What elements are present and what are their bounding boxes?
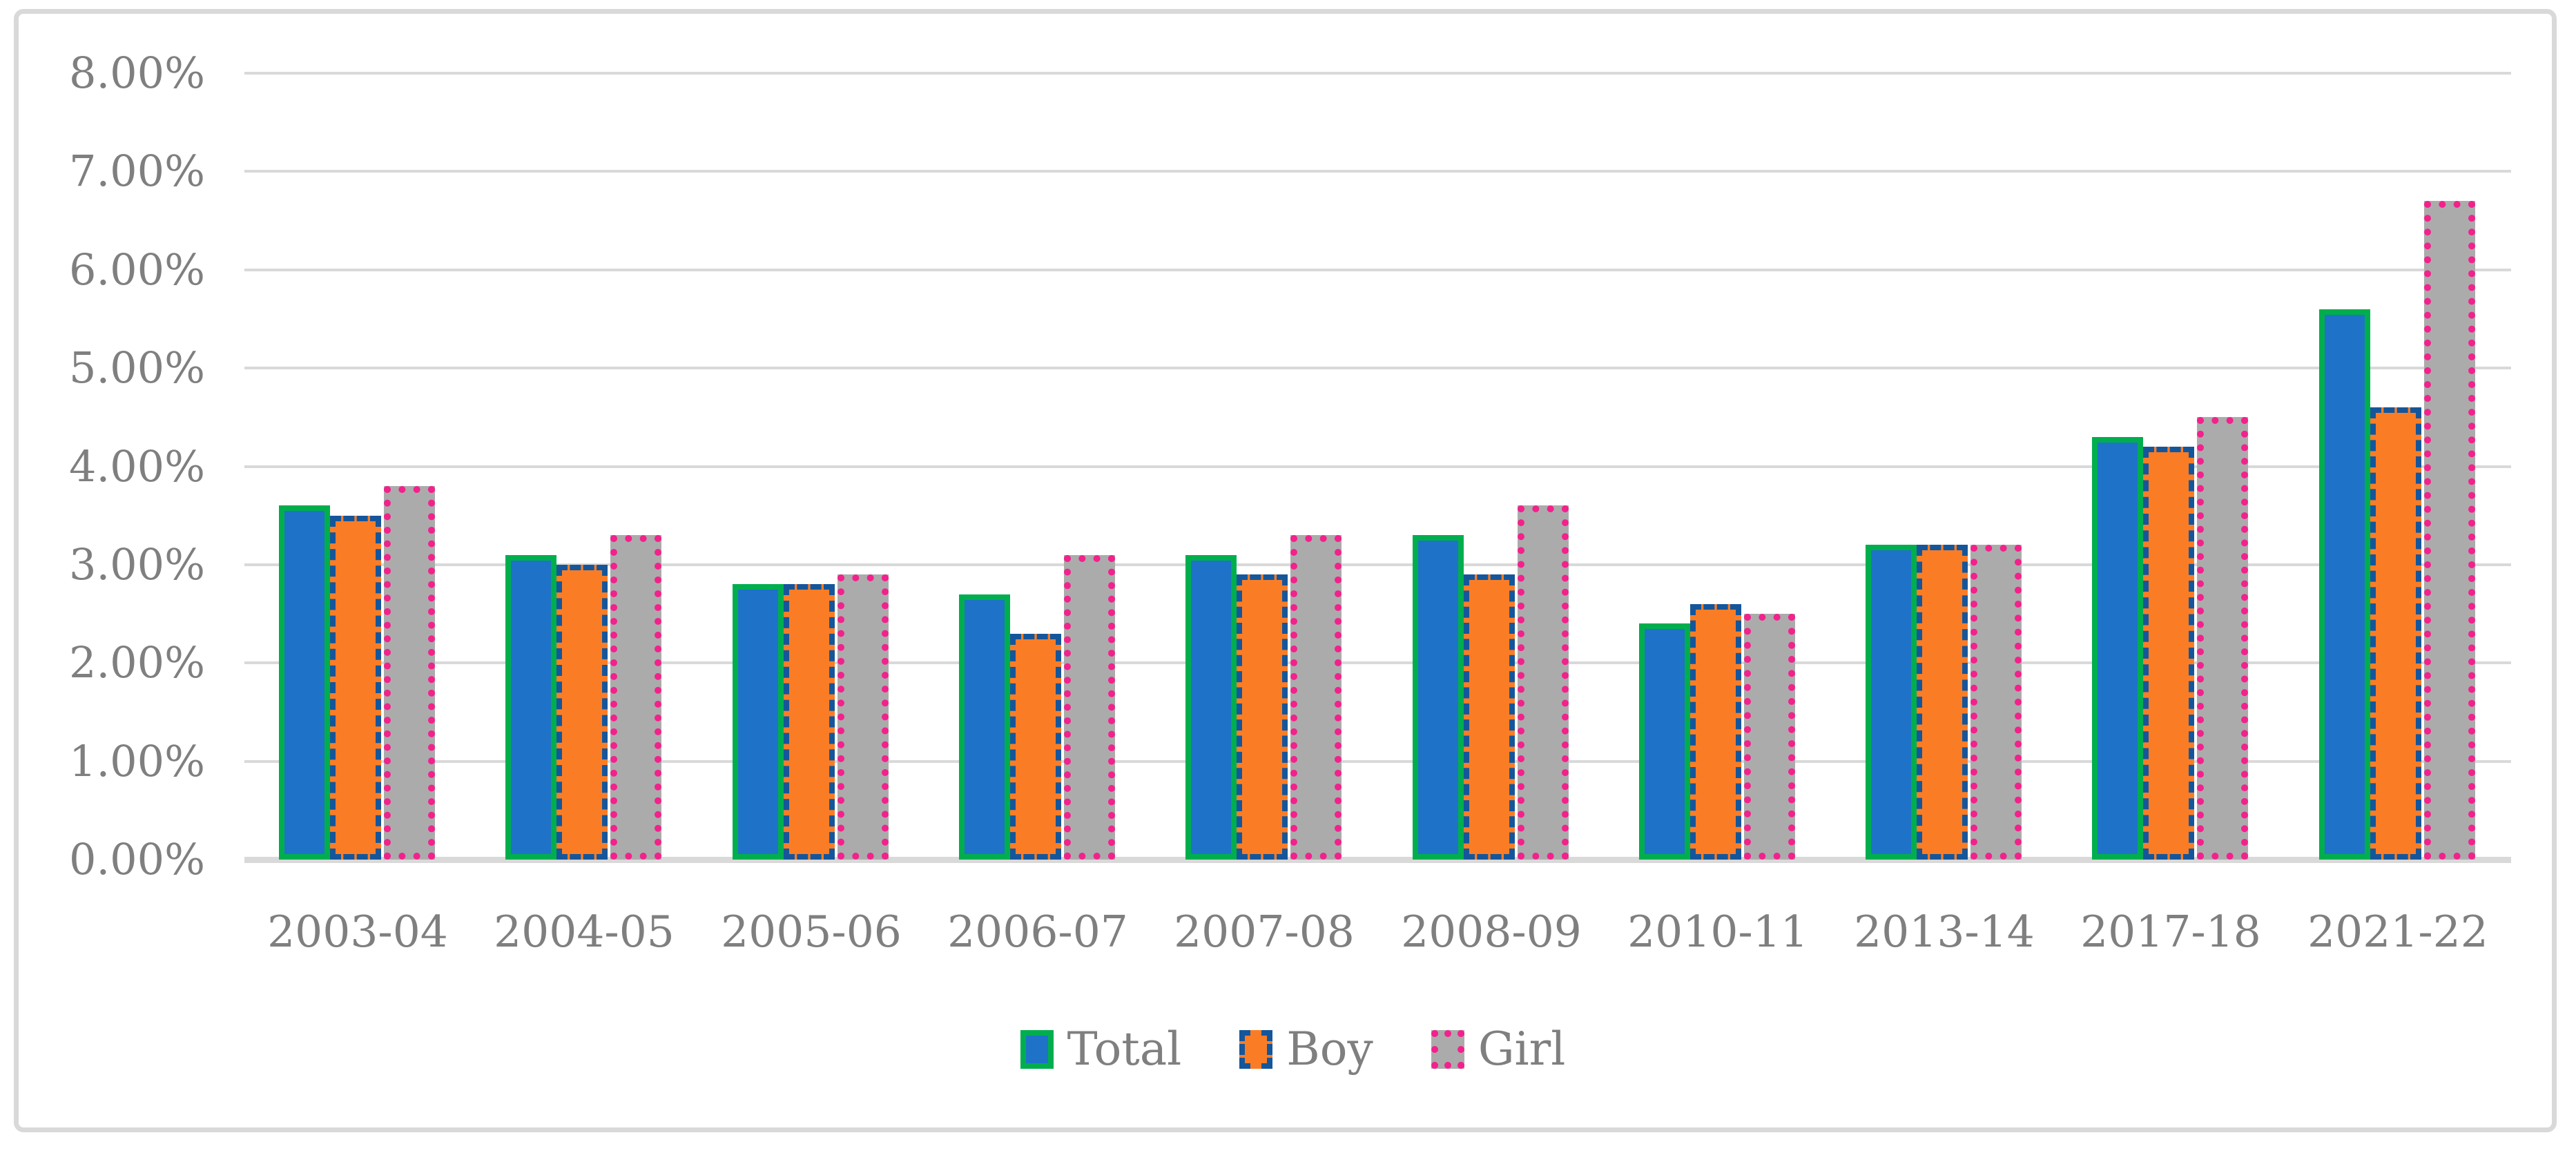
gridline [244, 465, 2511, 468]
legend-item-girl: Girl [1431, 1023, 1566, 1076]
bar-girl-2003-04 [384, 486, 435, 860]
bar-total-2017-18 [2092, 437, 2143, 860]
x-tick-label: 2004-05 [494, 907, 675, 957]
bar-girl-2008-09 [1518, 505, 1569, 860]
legend-swatch-total [1020, 1030, 1054, 1069]
x-tick-label: 2005-06 [721, 907, 902, 957]
y-tick-label: 7.00% [69, 146, 205, 196]
y-tick-label: 5.00% [69, 342, 205, 393]
bar-total-2004-05 [505, 555, 556, 860]
gridline [244, 72, 2511, 75]
legend-swatch-girl [1431, 1030, 1464, 1069]
bar-girl-2017-18 [2197, 417, 2248, 860]
x-tick-label: 2006-07 [947, 907, 1128, 957]
bar-boy-2006-07 [1010, 634, 1061, 860]
bar-total-2006-07 [959, 594, 1010, 860]
bar-boy-2007-08 [1237, 574, 1288, 860]
bar-girl-2007-08 [1290, 535, 1342, 860]
bar-boy-2003-04 [330, 516, 381, 860]
gridline [244, 563, 2511, 566]
gridline [244, 269, 2511, 271]
legend-item-boy: Boy [1239, 1025, 1373, 1074]
bar-total-2007-08 [1185, 555, 1237, 860]
bar-boy-2021-22 [2370, 407, 2421, 860]
y-tick-label: 1.00% [69, 736, 205, 786]
y-tick-label: 6.00% [69, 244, 205, 295]
bar-girl-2013-14 [1970, 545, 2022, 860]
x-axis-line [244, 857, 2511, 863]
gridline [244, 367, 2511, 369]
bar-boy-2013-14 [1917, 545, 1968, 860]
x-tick-label: 2017-18 [2080, 907, 2261, 957]
bar-girl-2010-11 [1744, 614, 1795, 860]
bar-girl-2021-22 [2424, 201, 2475, 860]
bar-total-2010-11 [1639, 623, 1690, 860]
legend-swatch-boy [1239, 1030, 1273, 1069]
gridline [244, 170, 2511, 173]
y-tick-label: 8.00% [69, 48, 205, 98]
y-tick-label: 4.00% [69, 441, 205, 492]
bar-girl-2005-06 [837, 574, 889, 860]
bar-total-2003-04 [279, 505, 330, 860]
legend-label-boy: Boy [1286, 1023, 1373, 1076]
bar-total-2013-14 [1866, 545, 1917, 860]
x-tick-label: 2013-14 [1854, 907, 2035, 957]
bar-boy-2010-11 [1690, 604, 1741, 860]
bar-girl-2004-05 [610, 535, 661, 860]
bar-boy-2004-05 [556, 565, 608, 860]
bar-boy-2008-09 [1464, 574, 1515, 860]
gridline [244, 661, 2511, 664]
y-tick-label: 0.00% [69, 834, 205, 884]
bar-girl-2006-07 [1064, 555, 1115, 860]
x-tick-label: 2021-22 [2307, 907, 2488, 957]
y-tick-label: 2.00% [69, 637, 205, 688]
legend-label-total: Total [1067, 1023, 1182, 1076]
x-tick-label: 2008-09 [1401, 907, 1582, 957]
legend-label-girl: Girl [1478, 1023, 1566, 1076]
bar-total-2005-06 [733, 584, 784, 860]
x-tick-label: 2010-11 [1627, 907, 1808, 957]
bar-boy-2017-18 [2143, 447, 2194, 860]
x-tick-label: 2003-04 [267, 907, 448, 957]
y-tick-label: 3.00% [69, 539, 205, 590]
chart-legend: Total Boy Girl [5, 1025, 2576, 1074]
bar-total-2008-09 [1413, 535, 1464, 860]
bar-boy-2005-06 [784, 584, 835, 860]
chart-stage: 0.00% 1.00% 2.00% 3.00% 4.00% 5.00% 6.00% 7.00%… [5, 5, 2576, 1153]
gridline [244, 760, 2511, 763]
x-tick-label: 2007-08 [1174, 907, 1355, 957]
legend-item-total: Total [1020, 1023, 1182, 1076]
bar-total-2021-22 [2319, 309, 2370, 860]
chart-figure: 0.00% 1.00% 2.00% 3.00% 4.00% 5.00% 6.00% 7.00%… [14, 9, 2557, 1132]
